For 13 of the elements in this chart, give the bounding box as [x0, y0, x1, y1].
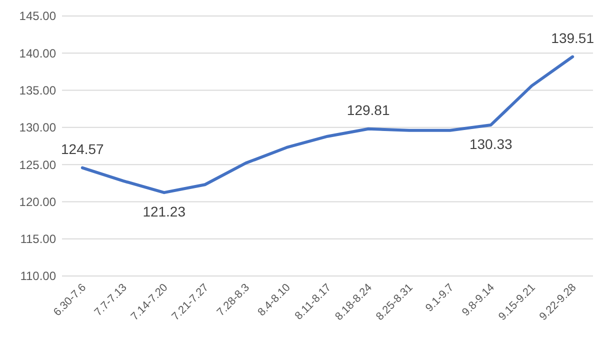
y-tick-label: 145.00	[19, 9, 56, 24]
data-label: 130.33	[469, 136, 513, 152]
data-label: 121.23	[142, 204, 186, 220]
y-tick-label: 130.00	[19, 120, 56, 135]
data-label: 124.57	[61, 140, 104, 157]
y-tick-label: 135.00	[19, 83, 56, 98]
y-tick-label: 115.00	[20, 232, 56, 246]
y-tick-label: 140.00	[19, 46, 56, 60]
y-tick-label: 120.00	[19, 194, 56, 209]
y-tick-label: 125.00	[19, 158, 56, 172]
data-label: 139.51	[551, 30, 594, 46]
data-label: 129.81	[346, 102, 390, 118]
y-tick-label: 110.00	[20, 269, 56, 284]
